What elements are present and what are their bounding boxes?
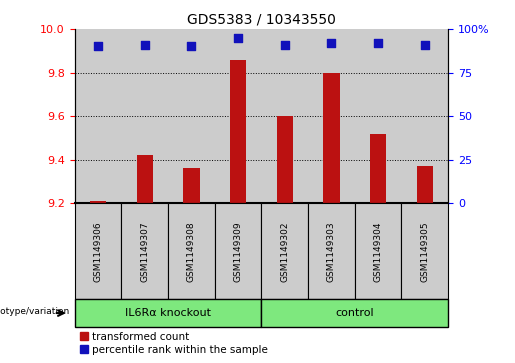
Bar (215, 29, 261, 203)
Bar (277, 116, 293, 203)
Bar (75, 203, 122, 299)
Point (234, 35, 242, 41)
Point (327, 40, 335, 46)
Bar (122, 29, 168, 203)
Bar (355, 29, 401, 203)
Point (94, 44, 102, 49)
Bar (75, 299, 261, 327)
Bar (308, 203, 355, 299)
Legend: transformed count, percentile rank within the sample: transformed count, percentile rank withi… (80, 332, 268, 355)
Bar (261, 203, 308, 299)
Bar (75, 29, 122, 203)
Bar (323, 73, 339, 203)
Text: GSM1149309: GSM1149309 (233, 221, 243, 282)
Bar (417, 166, 433, 203)
Bar (168, 203, 215, 299)
Bar (370, 134, 386, 203)
Text: GSM1149308: GSM1149308 (187, 221, 196, 282)
Title: GDS5383 / 10343550: GDS5383 / 10343550 (187, 12, 336, 26)
Point (421, 42, 429, 48)
Bar (308, 29, 355, 203)
Bar (136, 155, 153, 203)
Bar (215, 203, 261, 299)
Point (281, 42, 289, 48)
Bar (183, 168, 199, 203)
Bar (261, 299, 448, 327)
Point (141, 42, 149, 48)
Point (374, 40, 382, 46)
Bar (168, 29, 215, 203)
Bar (401, 29, 448, 203)
Bar (230, 60, 246, 203)
Text: GSM1149302: GSM1149302 (280, 221, 289, 282)
Text: GSM1149306: GSM1149306 (94, 221, 102, 282)
Bar (122, 203, 168, 299)
Bar (355, 203, 401, 299)
Text: control: control (335, 308, 374, 318)
Bar (261, 29, 308, 203)
Text: GSM1149307: GSM1149307 (140, 221, 149, 282)
Text: GSM1149304: GSM1149304 (373, 221, 383, 282)
Bar (90, 201, 106, 203)
Text: genotype/variation: genotype/variation (0, 307, 69, 316)
Point (187, 44, 196, 49)
Text: IL6Rα knockout: IL6Rα knockout (125, 308, 211, 318)
Text: GSM1149303: GSM1149303 (327, 221, 336, 282)
Bar (401, 203, 448, 299)
Text: GSM1149305: GSM1149305 (420, 221, 429, 282)
